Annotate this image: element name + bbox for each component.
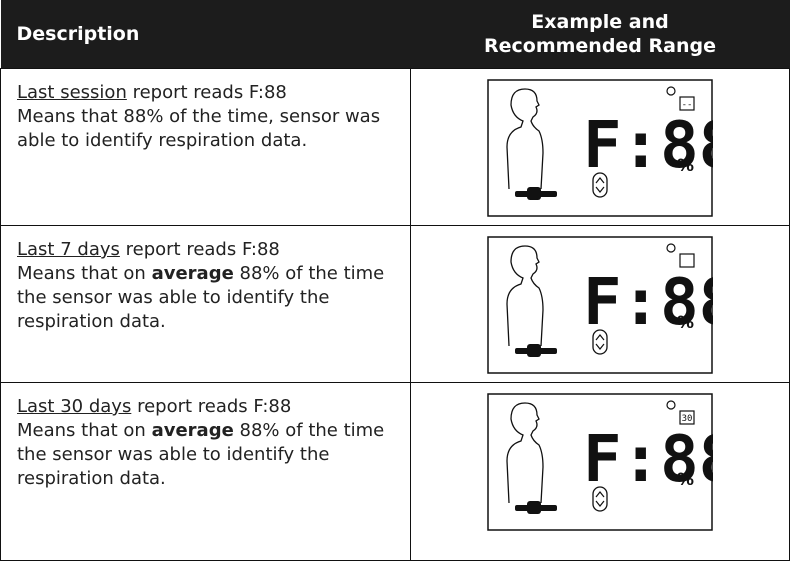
text: Means that on — [17, 420, 146, 441]
header-row: Description Example and Recommended Range — [0, 0, 790, 69]
scroll-arrows — [595, 334, 605, 350]
unit: % — [677, 470, 694, 490]
bold-text: average — [151, 420, 234, 441]
header-cell: Example and Recommended Range — [410, 0, 790, 69]
frame — [487, 393, 713, 531]
example-cell: F:88% 30 — [410, 382, 790, 561]
header-cell: Description — [0, 0, 411, 69]
row: Last 7 days report reads F:88 Means that … — [0, 225, 790, 383]
status-icon — [666, 400, 676, 410]
row: Last session report reads F:88 Means that… — [0, 68, 790, 226]
lcd-display: F:88% -- — [487, 79, 737, 217]
scroll-arrows — [595, 491, 605, 507]
text: report reads F:88 — [132, 82, 287, 103]
reading: F:88 — [583, 266, 713, 340]
text: Means that 88% of the time, sensor was a… — [17, 106, 381, 151]
scroll-icon — [592, 329, 608, 355]
reading: F:88 — [583, 423, 713, 497]
body-outline — [506, 245, 544, 347]
body-outline — [506, 402, 544, 504]
lcd-display: F:88% — [487, 236, 737, 374]
text: Means that on — [17, 263, 146, 284]
body-outline — [506, 88, 544, 190]
unit: % — [677, 156, 694, 176]
period: Last 30 days — [17, 396, 132, 417]
period-box — [679, 410, 695, 425]
example-cell: F:88% — [410, 225, 790, 383]
bold-text: average — [151, 263, 234, 284]
scroll-arrows — [595, 177, 605, 193]
sensor — [527, 501, 541, 514]
description-cell: Last 7 days report reads F:88 Means that … — [0, 225, 411, 383]
header-text: Recommended Range — [483, 35, 716, 57]
description-cell: Last 30 days report reads F:88 Means that… — [0, 382, 411, 561]
scroll-icon — [592, 172, 608, 198]
status-icon — [666, 86, 676, 96]
lcd-display: F:88% 30 — [487, 393, 737, 531]
header-text: Description — [16, 23, 140, 45]
frame — [487, 236, 713, 374]
example-cell: F:88% -- — [410, 68, 790, 226]
status-icon — [666, 243, 676, 253]
text: report reads F:88 — [125, 239, 280, 260]
text: 88% of the time the sensor was able to i… — [17, 420, 385, 489]
text: report reads F:88 — [137, 396, 292, 417]
period-box — [679, 253, 695, 268]
text: 88% of the time the sensor was able to i… — [17, 263, 385, 332]
header-text: Example and — [531, 11, 669, 33]
period-icon: -- — [682, 100, 693, 110]
unit: % — [677, 313, 694, 333]
reading: F:88 — [583, 109, 713, 183]
sensor — [527, 187, 541, 200]
scroll-icon — [592, 486, 608, 512]
description-cell: Last session report reads F:88 Means that… — [0, 68, 411, 226]
period: Last session — [17, 82, 127, 103]
sensor — [527, 344, 541, 357]
frame — [487, 79, 713, 217]
period: Last 7 days — [17, 239, 120, 260]
row: Last 30 days report reads F:88 Means that… — [0, 382, 790, 561]
period-box — [679, 96, 695, 111]
period-icon: 30 — [682, 414, 693, 424]
